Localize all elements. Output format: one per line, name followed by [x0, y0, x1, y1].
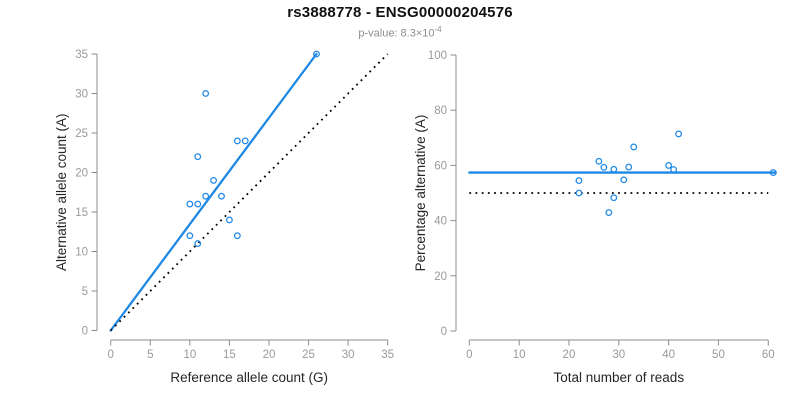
y-tick-label: 100: [428, 50, 447, 62]
data-point: [605, 209, 613, 217]
identity-line: [110, 53, 389, 332]
x-tick-label: 35: [381, 349, 394, 361]
x-tick-label: 60: [762, 349, 775, 361]
data-point: [225, 216, 233, 224]
data-point: [313, 50, 320, 58]
y-tick-label: 15: [75, 207, 88, 219]
right-scatter-plot: 0 10 20 30 40 50 60 0 20 40 60 80 100 Total number of…: [413, 50, 777, 385]
x-axis-title: Reference allele count (G): [170, 370, 328, 385]
figure-header: rs3888778 - ENSG00000204576 p-value: 8.3…: [0, 4, 800, 40]
data-point: [241, 137, 249, 145]
y-tick-label: 20: [75, 168, 88, 180]
data-point: [675, 130, 683, 138]
data-point: [610, 194, 618, 202]
x-tick-label: 30: [342, 349, 355, 361]
data-point: [600, 163, 608, 171]
x-tick-label: 30: [612, 349, 625, 361]
y-tick-label: 20: [434, 271, 447, 283]
data-point: [202, 192, 210, 200]
x-tick-label: 0: [466, 349, 472, 361]
data-point: [186, 200, 194, 208]
x-tick-label: 10: [513, 349, 526, 361]
y-tick-label: 0: [441, 326, 447, 338]
data-point: [670, 166, 678, 173]
x-axis-title: Total number of reads: [554, 370, 685, 385]
data-point: [769, 169, 777, 177]
data-point: [194, 153, 202, 161]
data-point: [186, 232, 194, 240]
x-tick-label: 50: [712, 349, 725, 361]
left-scatter-plot: 0 5 10 15 20 25 30 35 0 5 10 15 20 25 30 35 Reference al…: [54, 49, 394, 385]
y-tick-label: 30: [75, 89, 88, 101]
data-point: [233, 137, 241, 145]
y-tick-label: 10: [75, 247, 88, 259]
y-tick-label: 40: [434, 216, 447, 228]
pvalue-subtitle: p-value: 8.3×10-4: [0, 25, 800, 40]
data-point: [218, 192, 225, 200]
pvalue-text: p-value: 8.3×10: [358, 27, 435, 40]
data-point: [210, 176, 218, 184]
y-axis-title: Alternative allele count (A): [54, 113, 69, 271]
data-point: [630, 143, 638, 151]
x-tick-label: 20: [263, 349, 276, 361]
fit-line: [109, 52, 318, 332]
x-tick-label: 40: [662, 349, 675, 361]
x-tick-label: 10: [183, 349, 196, 361]
data-point: [194, 240, 202, 248]
y-tick-label: 25: [75, 128, 88, 140]
data-point: [665, 161, 673, 169]
figure-title: rs3888778 - ENSG00000204576: [287, 4, 513, 21]
data-point: [575, 177, 583, 185]
x-tick-label: 20: [563, 349, 576, 361]
data-point: [575, 189, 583, 197]
data-point: [194, 200, 202, 208]
y-tick-label: 5: [82, 286, 88, 298]
data-point: [610, 165, 618, 173]
data-point: [620, 176, 628, 184]
y-tick-label: 60: [434, 160, 447, 172]
x-tick-label: 25: [302, 349, 315, 361]
y-tick-label: 35: [75, 49, 88, 61]
x-tick-label: 5: [147, 349, 153, 361]
data-point: [595, 157, 603, 165]
x-tick-label: 0: [107, 349, 113, 361]
data-point: [202, 90, 210, 97]
pvalue-exponent: -4: [434, 25, 442, 34]
y-tick-label: 80: [434, 105, 447, 117]
x-tick-label: 15: [223, 349, 236, 361]
data-point: [625, 163, 633, 171]
y-axis-title: Percentage alternative (A): [413, 115, 428, 272]
data-point: [233, 232, 241, 240]
y-tick-label: 0: [82, 326, 88, 338]
